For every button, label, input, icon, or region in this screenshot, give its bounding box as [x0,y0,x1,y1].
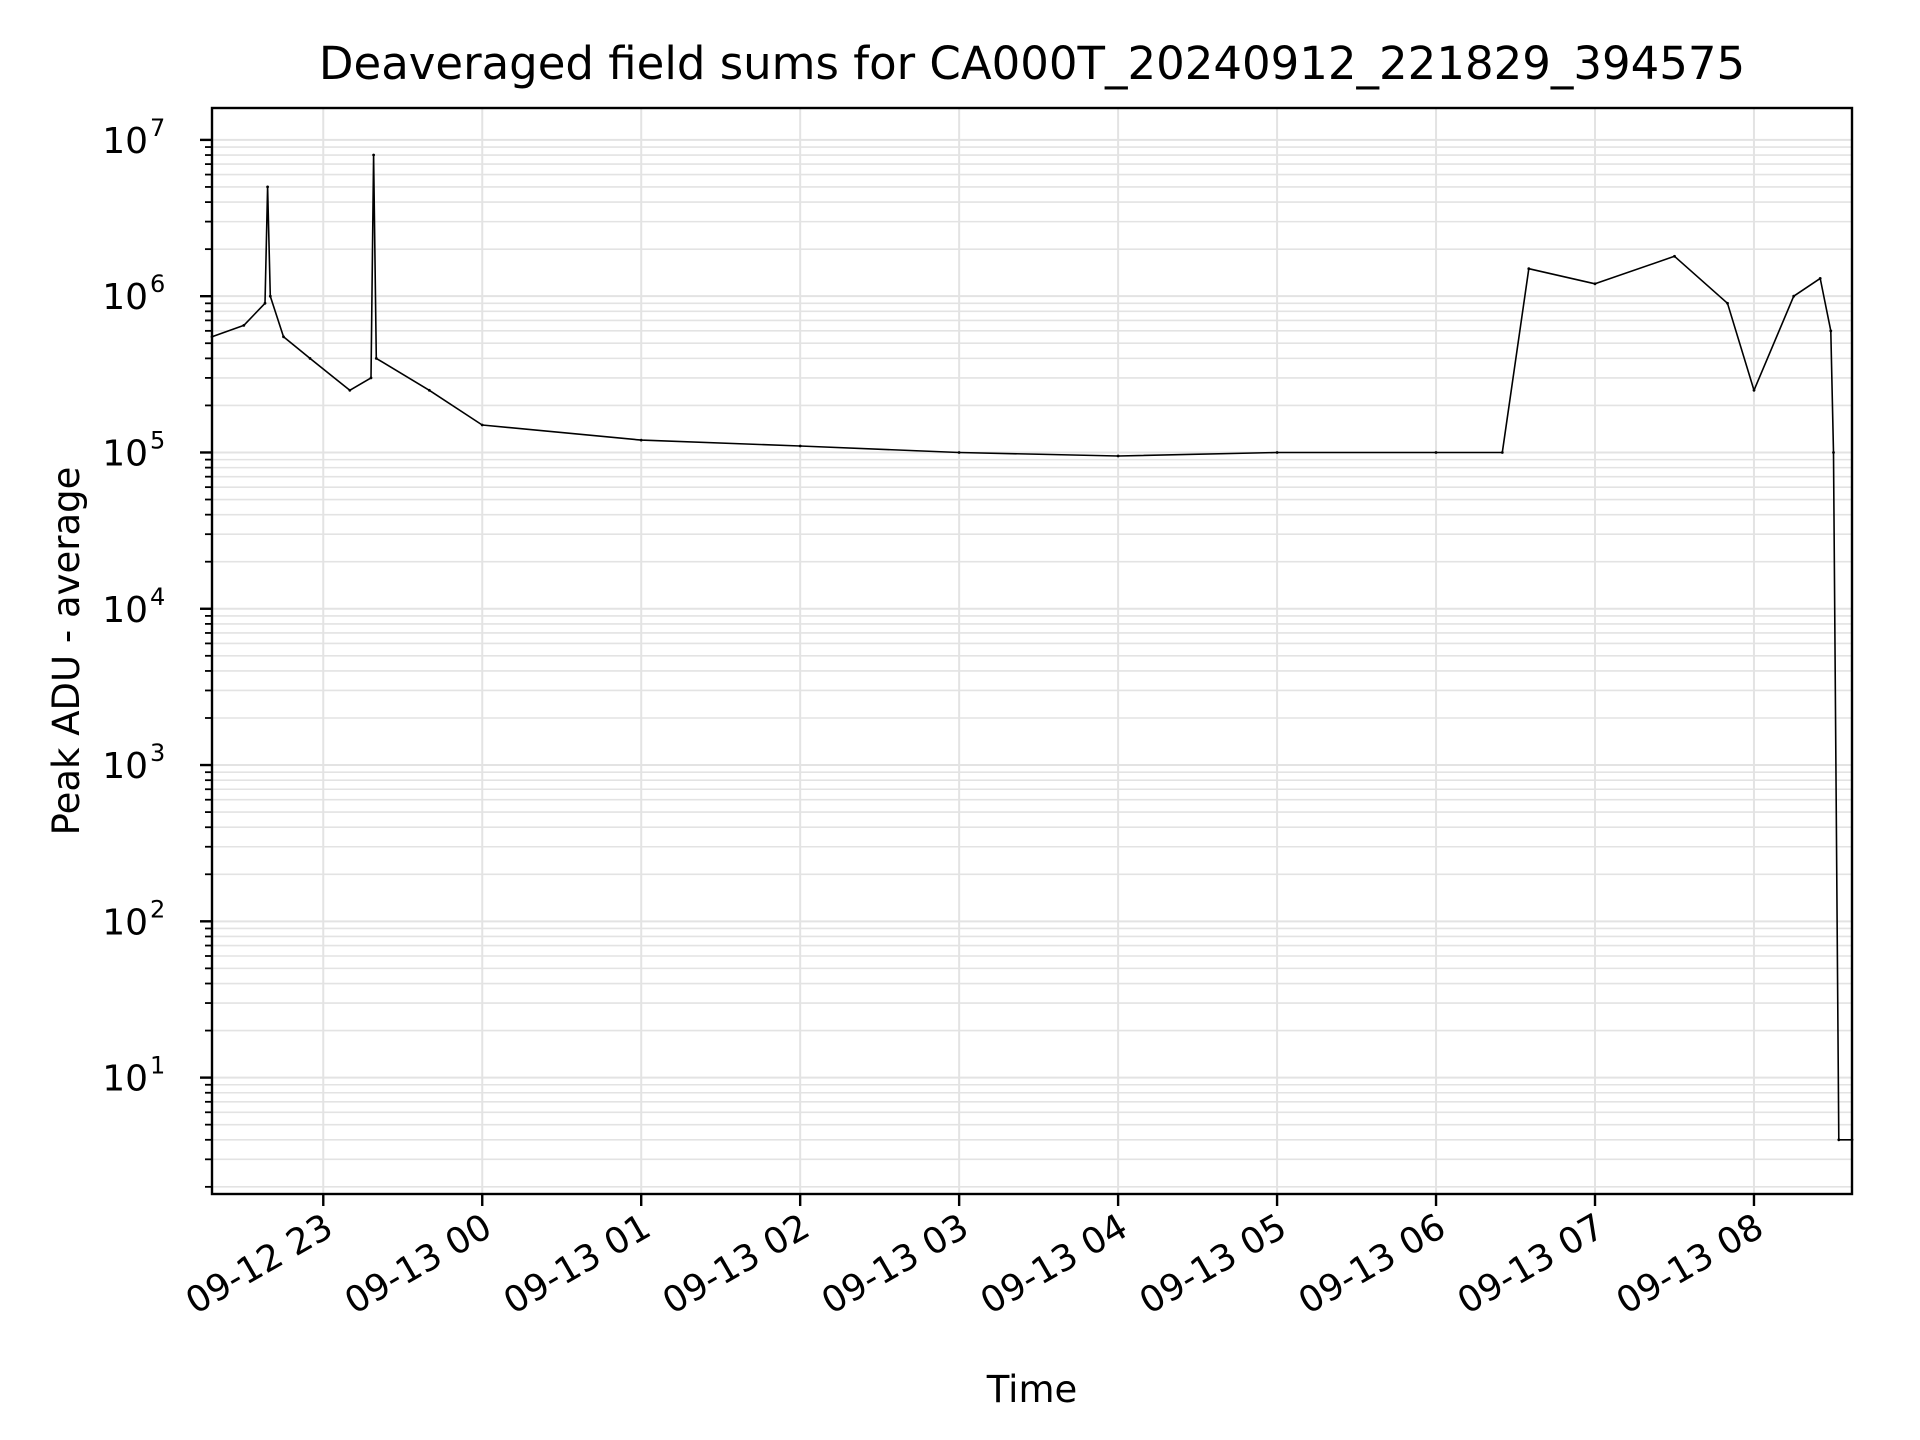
data-point [308,357,312,360]
x-tick-label: 09-13 04 [974,1206,1135,1322]
data-point [1673,254,1676,258]
data-point [957,451,961,454]
x-tick-label: 09-13 03 [815,1206,976,1322]
data-point [1593,282,1597,286]
y-tick-exponent: 3 [150,739,165,767]
y-tick-exponent: 4 [150,583,165,611]
chart-title: Deaveraged field sums for CA000T_2024091… [319,37,1745,90]
data-point [639,438,643,442]
y-tick-exponent: 2 [150,895,165,923]
data-point [374,357,378,360]
data-point [1275,451,1279,454]
data-point [1726,301,1729,305]
data-point [1527,267,1531,271]
y-tick-label: 10 [102,746,148,787]
data-point [427,388,431,392]
y-tick-label: 10 [102,277,148,318]
data-point [1829,329,1833,333]
data-point [263,301,267,305]
x-tick-label: 09-13 00 [338,1206,499,1322]
data-point [1818,277,1822,280]
y-tick-exponent: 7 [150,114,165,142]
data-point [1832,451,1835,454]
x-tick-label: 09-13 08 [1610,1206,1771,1322]
data-point [1837,1138,1841,1142]
grid-lines [212,108,1852,1194]
data-point [348,388,352,392]
data-point [372,153,375,157]
y-tick-label: 10 [102,121,148,162]
data-point [1434,451,1438,454]
series-layer [210,153,1854,1142]
y-tick-label: 10 [102,1059,148,1100]
y-axis-label: Peak ADU - average [45,467,88,836]
y-tick-exponent: 5 [150,426,165,454]
data-point [282,335,285,339]
y-tick-label: 10 [102,590,148,631]
x-tick-label: 09-13 01 [497,1206,658,1322]
x-tick-label: 09-13 06 [1292,1206,1453,1322]
x-tick-label: 09-13 02 [656,1206,817,1322]
data-point [1500,451,1504,454]
data-point [480,423,484,427]
x-tick-label: 09-12 23 [179,1206,340,1322]
data-point [266,185,269,189]
data-point [268,294,272,298]
x-axis-label: Time [986,1368,1078,1411]
data-point [1116,454,1120,458]
y-tick-label: 10 [102,902,148,943]
y-tick-exponent: 6 [150,270,165,298]
data-point [369,376,373,380]
data-point [798,444,802,448]
y-tick-label: 10 [102,433,148,474]
data-point [1752,388,1756,392]
y-tick-exponent: 1 [150,1052,165,1080]
data-point [242,324,246,327]
x-tick-label: 09-13 05 [1133,1206,1294,1322]
data-point [1792,294,1796,298]
x-tick-label: 09-13 07 [1451,1206,1612,1322]
plot-frame [210,106,1854,1196]
